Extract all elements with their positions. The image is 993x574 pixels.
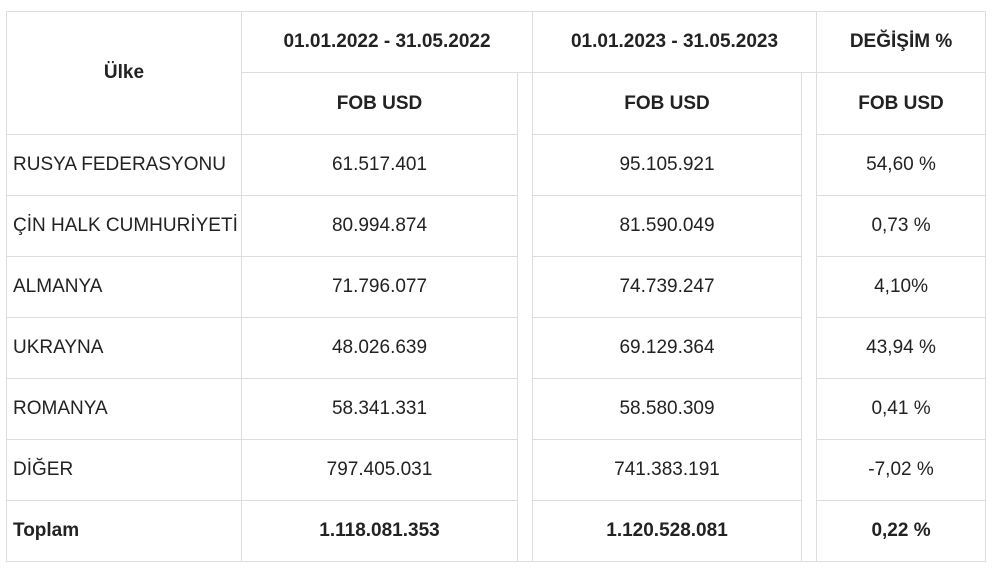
total-2023-cell: 1.120.528.081	[532, 500, 803, 562]
export-by-country-table: Ülke 01.01.2022 - 31.05.2022 01.01.2023 …	[6, 11, 987, 562]
change-header: DEĞİŞİM %	[816, 11, 987, 73]
country-cell: ALMANYA	[6, 256, 242, 318]
period-2022-header: 01.01.2022 - 31.05.2022	[240, 11, 534, 73]
country-cell: UKRAYNA	[6, 317, 242, 379]
value-2023-cell: 741.383.191	[532, 439, 803, 501]
value-2023-cell: 81.590.049	[532, 195, 803, 257]
country-cell: ROMANYA	[6, 378, 242, 440]
change-cell: 43,94 %	[816, 317, 987, 379]
header-row-units: FOB USD FOB USD FOB USD	[7, 72, 987, 562]
value-2023-cell: 95.105.921	[532, 134, 803, 196]
export-table-container: Ülke 01.01.2022 - 31.05.2022 01.01.2023 …	[6, 11, 987, 562]
column-spacer-2023	[801, 72, 818, 562]
total-label-cell: Toplam	[6, 500, 242, 562]
value-2022-cell: 80.994.874	[241, 195, 518, 257]
change-cell: 4,10%	[816, 256, 987, 318]
value-2022-cell: 71.796.077	[241, 256, 518, 318]
unit-2022-header: FOB USD	[241, 72, 518, 135]
value-2022-cell: 797.405.031	[241, 439, 518, 501]
header-row-periods: Ülke 01.01.2022 - 31.05.2022 01.01.2023 …	[6, 11, 987, 135]
country-column-header: Ülke	[6, 11, 242, 135]
column-spacer-2022	[516, 72, 534, 562]
table-row: RUSYA FEDERASYONU 61.517.401 95.105.921 …	[6, 134, 987, 196]
value-2022-cell: 58.341.331	[241, 378, 518, 440]
change-cell: 54,60 %	[816, 134, 987, 196]
change-cell: 0,73 %	[816, 195, 987, 257]
table-row: DİĞER 797.405.031 741.383.191 -7,02 %	[6, 439, 987, 501]
table-row: UKRAYNA 48.026.639 69.129.364 43,94 %	[6, 317, 987, 379]
value-2022-cell: 48.026.639	[241, 317, 518, 379]
table-row: ROMANYA 58.341.331 58.580.309 0,41 %	[6, 378, 987, 440]
period-2023-header: 01.01.2023 - 31.05.2023	[532, 11, 818, 73]
country-cell: ÇİN HALK CUMHURİYETİ	[6, 195, 242, 257]
total-row: Toplam 1.118.081.353 1.120.528.081 0,22 …	[6, 500, 987, 562]
total-change-cell: 0,22 %	[816, 500, 987, 562]
value-2022-cell: 61.517.401	[241, 134, 518, 196]
table-row: ALMANYA 71.796.077 74.739.247 4,10%	[6, 256, 987, 318]
change-cell: 0,41 %	[816, 378, 987, 440]
unit-change-header: FOB USD	[816, 72, 987, 135]
table-row: ÇİN HALK CUMHURİYETİ 80.994.874 81.590.0…	[6, 195, 987, 257]
value-2023-cell: 69.129.364	[532, 317, 803, 379]
total-2022-cell: 1.118.081.353	[241, 500, 518, 562]
unit-2023-header: FOB USD	[532, 72, 803, 135]
country-cell: RUSYA FEDERASYONU	[6, 134, 242, 196]
change-cell: -7,02 %	[816, 439, 987, 501]
country-cell: DİĞER	[6, 439, 242, 501]
value-2023-cell: 58.580.309	[532, 378, 803, 440]
value-2023-cell: 74.739.247	[532, 256, 803, 318]
